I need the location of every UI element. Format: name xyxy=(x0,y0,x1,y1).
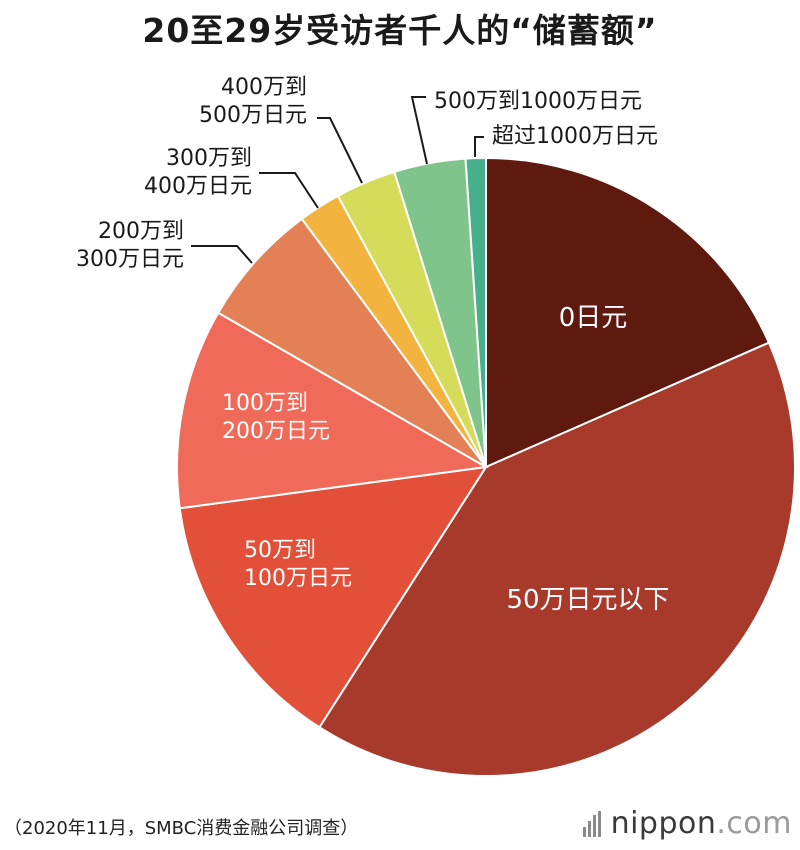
leader-line-6 xyxy=(259,172,319,209)
slice-label-3: 50万到 100万日元 xyxy=(244,538,352,591)
slice-label-4: 100万到 200万日元 xyxy=(222,391,330,444)
slice-label-5: 200万到 300万日元 xyxy=(76,219,184,272)
leader-line-9 xyxy=(474,136,484,157)
slice-label-9: 超过1000万日元 xyxy=(492,124,658,149)
leader-line-7 xyxy=(317,117,363,184)
pie-slice-1 xyxy=(485,156,771,469)
logo-main-text: nippon xyxy=(610,806,717,841)
pie-slice-5 xyxy=(216,217,487,468)
source-note: （2020年11月，SMBC消费金融公司调查） xyxy=(4,818,359,839)
leader-line-8 xyxy=(410,96,428,165)
slice-label-6: 300万到 400万日元 xyxy=(144,146,252,199)
slice-label-2: 50万日元以下 xyxy=(506,585,669,615)
pie-slice-9 xyxy=(464,156,487,468)
pie-slice-3 xyxy=(178,465,489,729)
logo-bars-icon xyxy=(582,810,603,837)
slice-label-8: 500万到1000万日元 xyxy=(434,89,642,114)
logo-dotcom-text: .com xyxy=(716,806,792,841)
slice-label-7: 400万到 500万日元 xyxy=(199,75,307,128)
slice-label-1: 0日元 xyxy=(559,303,628,333)
nippon-logo: nippon .com xyxy=(582,806,792,841)
chart-title: 20至29岁受访者千人的“储蓄额” xyxy=(142,11,658,50)
pie-slice-4 xyxy=(176,311,490,510)
pie-slice-2 xyxy=(318,341,796,778)
leader-line-5 xyxy=(191,245,253,264)
